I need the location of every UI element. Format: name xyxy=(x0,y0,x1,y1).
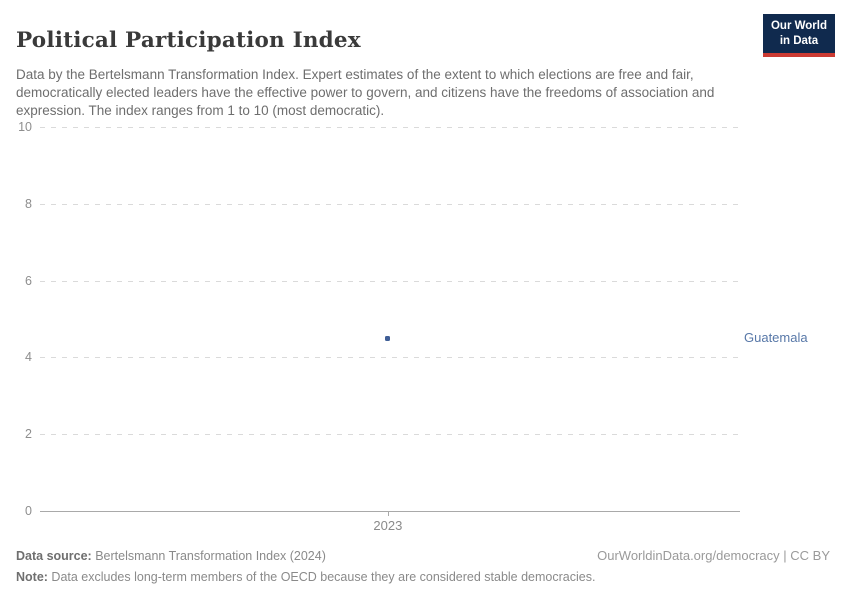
gridline xyxy=(40,203,740,205)
data-source-text: Bertelsmann Transformation Index (2024) xyxy=(91,549,326,563)
data-source-label: Data source: xyxy=(16,549,92,563)
data-point[interactable] xyxy=(385,335,391,341)
entity-label[interactable]: Guatemala xyxy=(744,330,808,346)
y-tick-label: 10 xyxy=(18,120,32,134)
owid-license-link[interactable]: OurWorldinData.org/democracy | CC BY xyxy=(597,548,830,563)
note-text: Data excludes long-term members of the O… xyxy=(47,569,596,584)
owid-logo[interactable]: Our World in Data xyxy=(762,14,835,57)
gridline xyxy=(40,434,740,436)
page-title: Political Participation Index xyxy=(16,28,361,54)
y-tick-label: 4 xyxy=(25,350,32,365)
note-label: Note: xyxy=(16,569,48,584)
owid-logo-line1: Our World xyxy=(770,20,827,32)
chart-footer: Data source: Bertelsmann Transformation … xyxy=(16,546,626,587)
note-line: Note: Data excludes long-term members of… xyxy=(16,567,626,588)
data-source-line: Data source: Bertelsmann Transformation … xyxy=(16,546,626,567)
y-tick-label: 0 xyxy=(25,504,32,518)
y-tick-label: 6 xyxy=(25,273,32,288)
owid-logo-line2: in Data xyxy=(779,34,819,47)
x-tick-mark xyxy=(387,512,389,516)
gridline xyxy=(40,357,740,359)
x-tick-label: 2023 xyxy=(373,518,403,533)
plot-area: Guatemala 2023 xyxy=(40,127,808,533)
y-tick-label: 2 xyxy=(25,427,32,442)
chart-subtitle: Data by the Bertelsmann Transformation I… xyxy=(16,66,715,118)
gridline xyxy=(40,127,740,128)
y-axis-labels: 0 2 4 6 8 10 xyxy=(0,120,32,518)
y-tick-label: 8 xyxy=(25,196,32,211)
gridline xyxy=(40,280,740,282)
